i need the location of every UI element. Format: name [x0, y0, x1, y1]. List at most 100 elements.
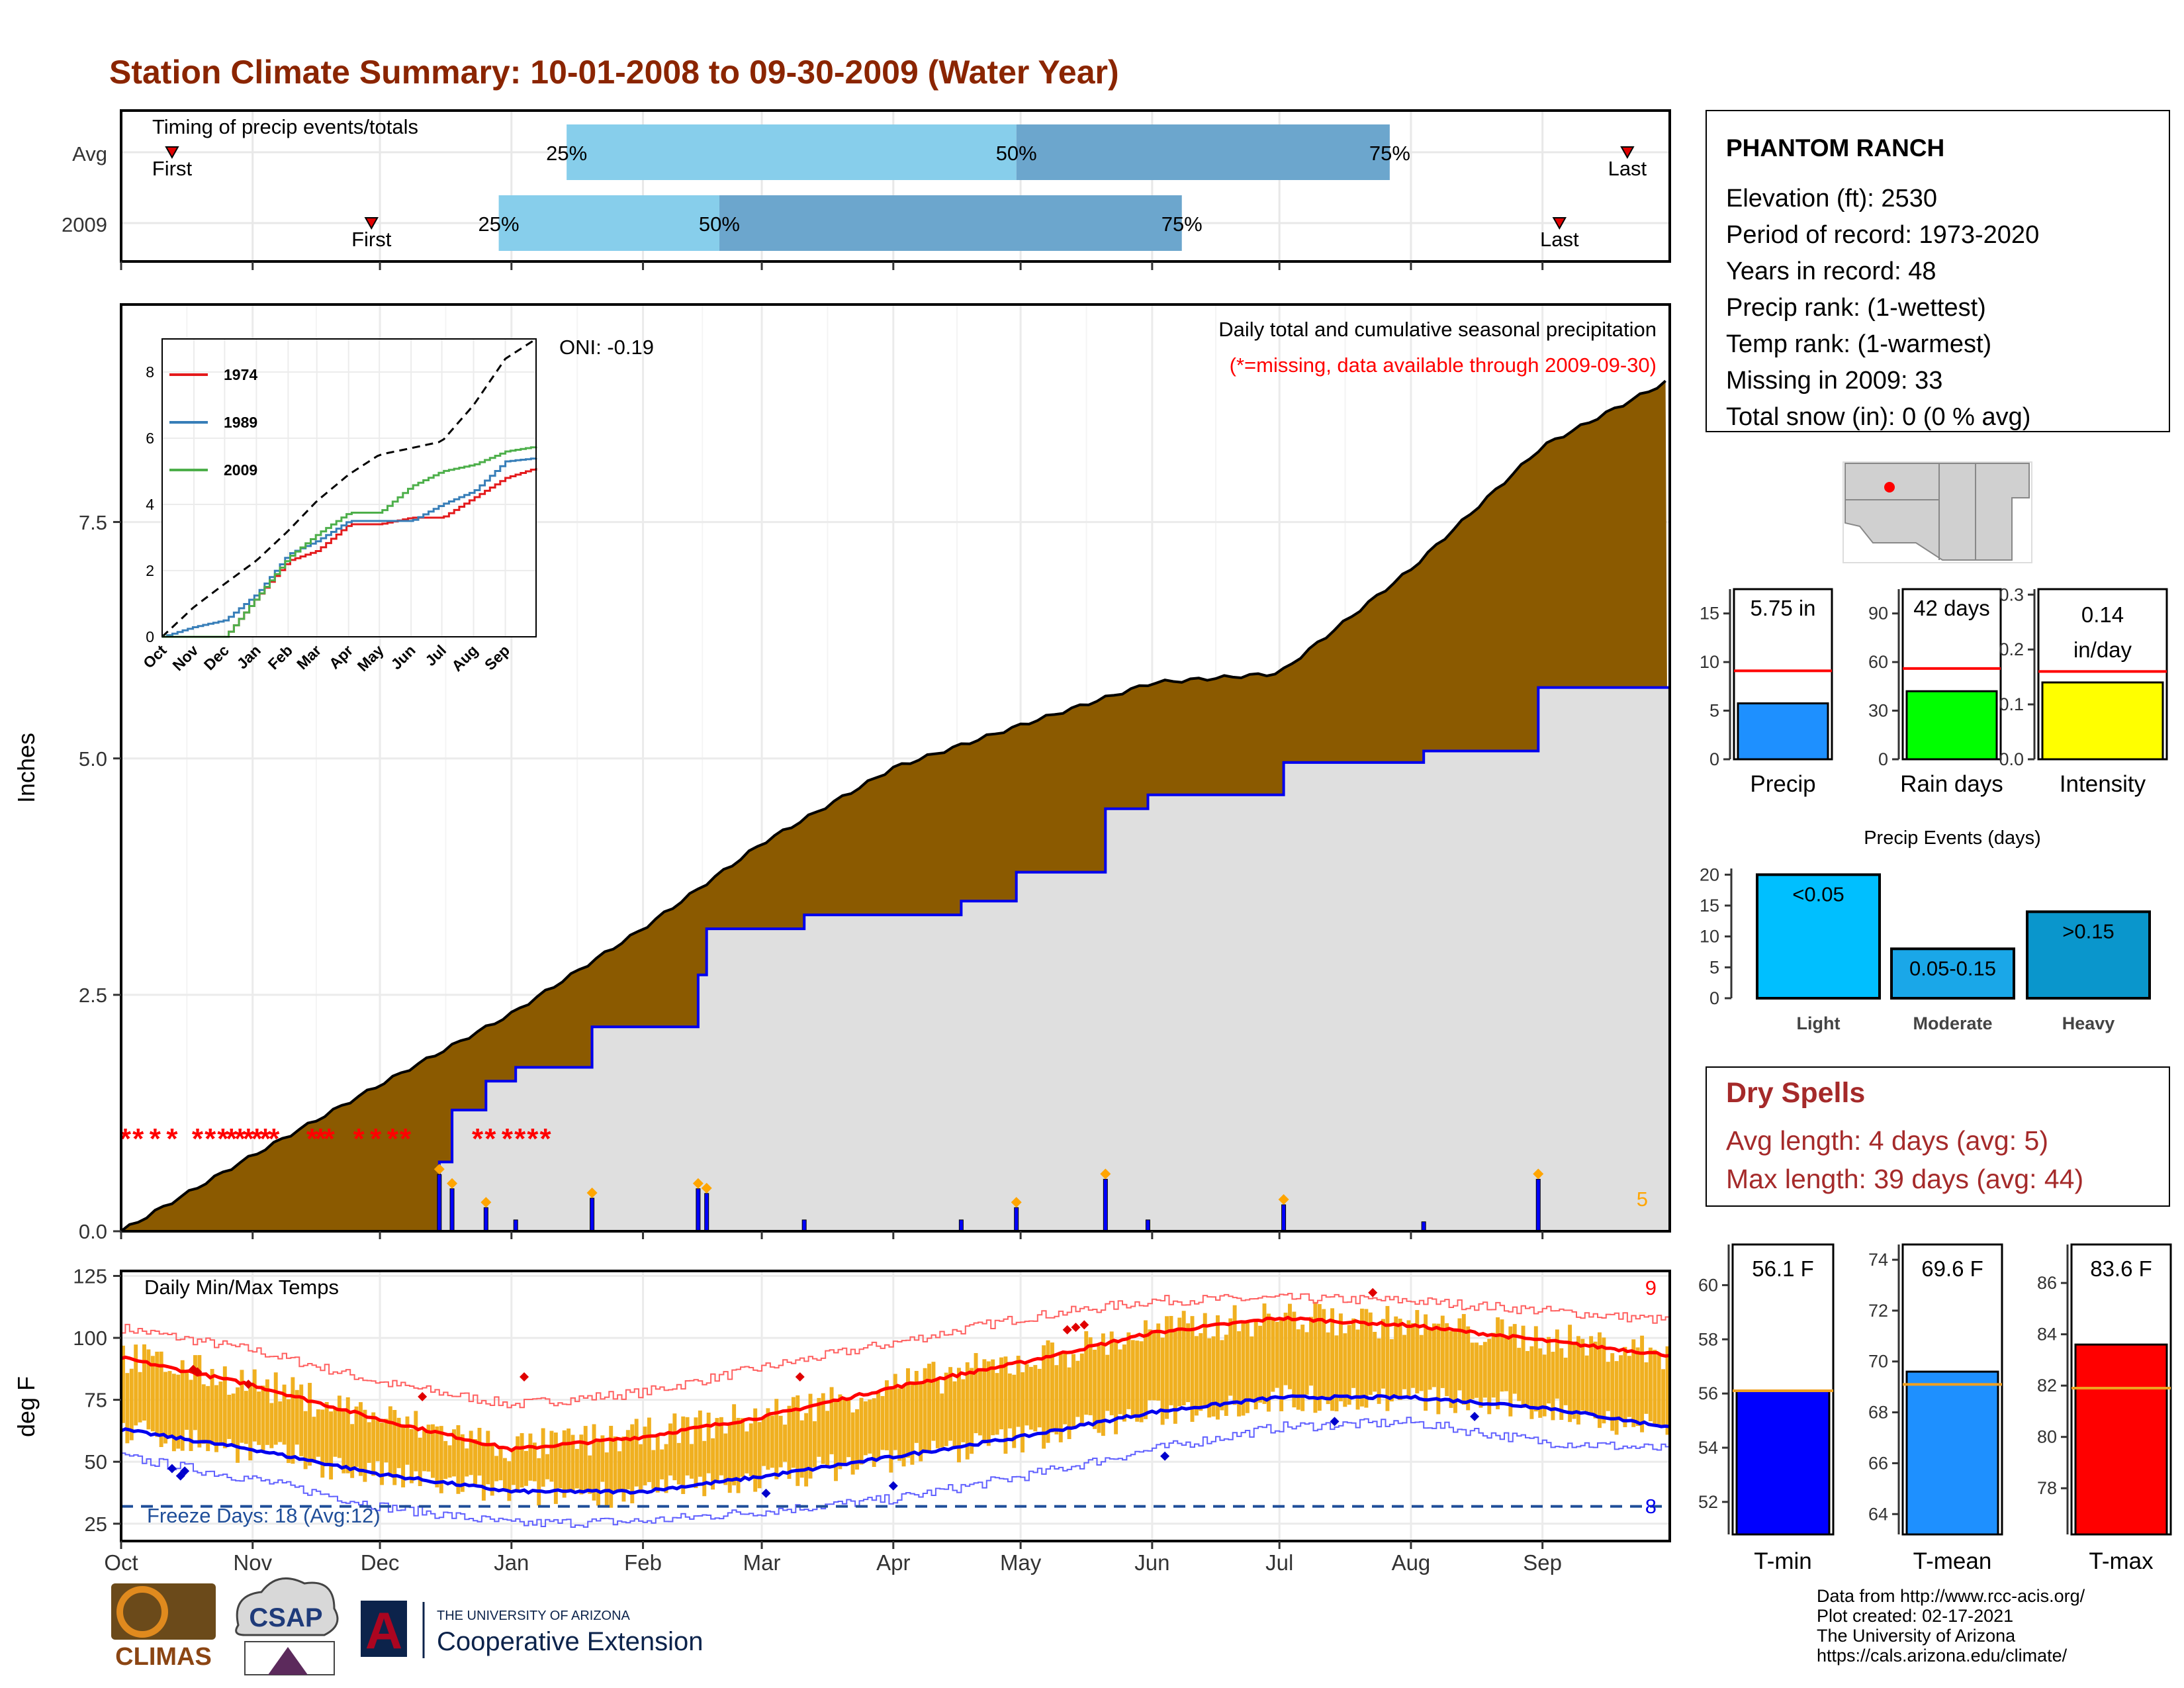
- missing-marker: *: [324, 1123, 336, 1155]
- temp-label: Daily Min/Max Temps: [144, 1276, 339, 1299]
- timing-frame: [120, 109, 1671, 263]
- daily-temp-bar: [651, 1450, 656, 1489]
- daily-temp-bar: [868, 1399, 872, 1454]
- daily-temp-bar: [240, 1370, 244, 1443]
- daily-temp-bar: [1563, 1357, 1568, 1405]
- precip-missing-note: (*=missing, data available through 2009-…: [1230, 353, 1657, 377]
- daily-temp-bar: [1326, 1332, 1330, 1405]
- daily-precip-bar: [1103, 1178, 1108, 1232]
- daily-temp-bar: [893, 1374, 897, 1450]
- daily-temp-bar: [1551, 1352, 1555, 1421]
- record-high-marker: [418, 1391, 428, 1401]
- missing-marker: *: [205, 1123, 216, 1155]
- daily-temp-bar: [486, 1430, 490, 1485]
- daily-temp-bar: [804, 1413, 809, 1487]
- daily-temp-bar: [596, 1441, 600, 1506]
- avg-min-line: [120, 1394, 1670, 1495]
- daily-temp-bar: [1114, 1340, 1118, 1434]
- temp-summary-name: T-mean: [1913, 1548, 1992, 1574]
- daily-temp-bar: [1160, 1337, 1165, 1425]
- daily-temp-bar: [613, 1436, 617, 1493]
- heavy-event-marker: [1278, 1194, 1289, 1205]
- daily-temp-bar: [231, 1393, 236, 1444]
- daily-temp-bar: [1130, 1340, 1135, 1417]
- heavy-event-marker: [1533, 1168, 1544, 1180]
- month-label: Jan: [494, 1550, 529, 1575]
- daily-precip-bar: [1145, 1219, 1150, 1232]
- summary-ytick: 0.3: [1999, 585, 2024, 604]
- record-high-marker: [1079, 1320, 1089, 1330]
- precip-events-chart: Precip Events (days) 05101520<0.05Light0…: [1700, 827, 2151, 1033]
- inset-ytick: 0: [146, 628, 154, 645]
- daily-precip-bar: [1421, 1221, 1426, 1232]
- record-max-line: [121, 1293, 1670, 1409]
- daily-temp-bar: [1228, 1318, 1233, 1396]
- daily-temp-bar: [1614, 1361, 1619, 1435]
- daily-temp-bar: [1606, 1362, 1610, 1411]
- obs-cumulative-area: [121, 687, 1670, 1231]
- daily-temp-bar: [359, 1402, 363, 1476]
- daily-temp-bar: [719, 1417, 723, 1476]
- obs-cumulative-line: [121, 686, 1670, 1233]
- summary-ytick: 15: [1700, 604, 1719, 624]
- daily-temp-bar: [647, 1417, 651, 1482]
- daily-precip-bar: [590, 1197, 595, 1232]
- inset-ytick: 6: [146, 430, 154, 447]
- daily-temp-bar: [1538, 1348, 1543, 1418]
- daily-temp-bar: [426, 1425, 431, 1472]
- station-name: PHANTOM RANCH: [1726, 134, 1944, 162]
- missing-marker: *: [514, 1123, 526, 1155]
- daily-temp-bar: [1148, 1329, 1152, 1401]
- csap-logo: CSAP: [235, 1577, 339, 1675]
- daily-temp-bar: [711, 1438, 715, 1490]
- record-high-marker: [520, 1372, 529, 1382]
- daily-temp-bar: [694, 1417, 698, 1488]
- inset-xtick: May: [354, 641, 387, 675]
- events-ytick: 0: [1709, 988, 1719, 1008]
- timing-bar-50-75: [719, 195, 1182, 251]
- daily-temp-bar: [829, 1387, 834, 1454]
- daily-temp-bar: [1028, 1366, 1033, 1430]
- temp-summary-ytick: 56: [1698, 1383, 1718, 1403]
- missing-marker: *: [120, 1123, 132, 1155]
- csap-cloud: [235, 1577, 339, 1636]
- daily-temp-bar: [193, 1355, 197, 1430]
- daily-temp-bar: [672, 1413, 677, 1481]
- daily-temp-bar: [308, 1383, 312, 1466]
- daily-temp-bar: [799, 1420, 804, 1478]
- daily-temp-bar: [1555, 1329, 1559, 1399]
- temp-summary-ytick: 84: [2037, 1325, 2057, 1344]
- daily-temp-bar: [1623, 1346, 1627, 1428]
- daily-temp-bar: [952, 1381, 957, 1446]
- summary-ytick: 0: [1709, 749, 1719, 769]
- timing-row-avg-label: Avg: [72, 142, 107, 165]
- daily-temp-bar: [931, 1362, 936, 1441]
- daily-temp-bar: [375, 1420, 380, 1462]
- daily-temp-bar: [257, 1391, 261, 1445]
- record-high-marker: [795, 1372, 805, 1382]
- timing-pct-label: 50%: [996, 142, 1037, 165]
- daily-temp-bar: [617, 1451, 621, 1491]
- daily-temp-bar: [1105, 1354, 1110, 1411]
- daily-temp-bar: [384, 1419, 388, 1463]
- inset-ytick: 8: [146, 363, 154, 381]
- daily-temp-bar: [1101, 1333, 1105, 1436]
- events-bar: [2026, 910, 2151, 1000]
- daily-temp-bar: [1457, 1318, 1462, 1391]
- summary-value-label: 5.75 in: [1750, 596, 1815, 620]
- daily-temp-bar: [1461, 1314, 1466, 1405]
- daily-temp-bar: [1042, 1345, 1046, 1449]
- page-title: Station Climate Summary: 10-01-2008 to 0…: [109, 54, 1119, 91]
- daily-temp-bar: [1126, 1332, 1131, 1409]
- daily-temp-bar: [409, 1429, 414, 1483]
- daily-temp-bar: [859, 1397, 864, 1465]
- daily-temp-bar: [1619, 1355, 1623, 1421]
- station-line: Total snow (in): 0 (0 % avg): [1726, 403, 2030, 431]
- daily-temp-bar: [121, 1345, 125, 1423]
- daily-temp-bar: [1079, 1353, 1084, 1427]
- daily-temp-bar: [1665, 1346, 1670, 1435]
- daily-temp-bar: [1156, 1323, 1161, 1401]
- daily-temp-bar: [1415, 1310, 1420, 1393]
